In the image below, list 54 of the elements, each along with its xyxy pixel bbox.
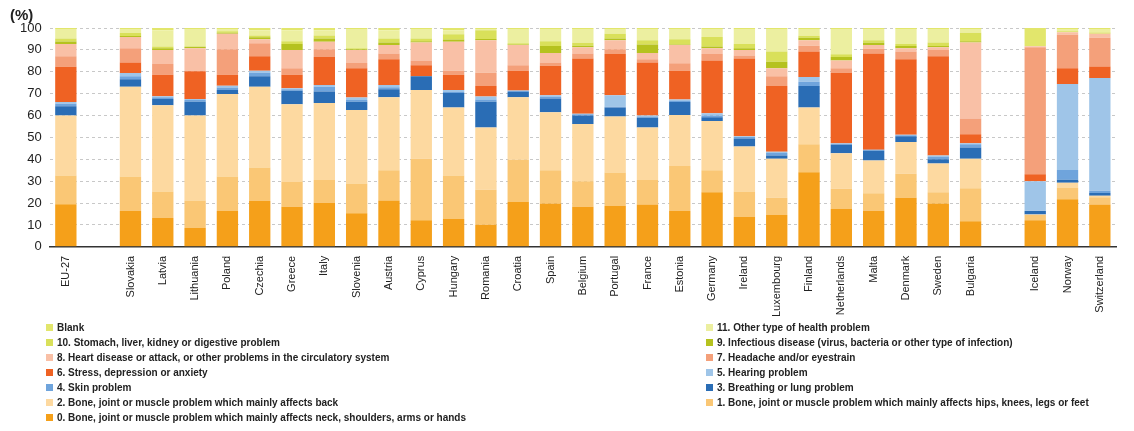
x-tick-label: Iceland bbox=[1028, 255, 1041, 292]
x-tick-label: Romania bbox=[478, 254, 491, 300]
x-tick-label: Norway bbox=[1060, 255, 1073, 294]
y-tick-label: 70 bbox=[27, 85, 42, 101]
legend-label: 4. Skin problem bbox=[57, 381, 132, 395]
legend-label: 10. Stomach, liver, kidney or digestive problem bbox=[57, 336, 280, 350]
x-tick-label: Czechia bbox=[252, 254, 265, 296]
x-tick-label: Switzerland bbox=[1092, 255, 1105, 313]
legend-label: 8. Heart disease or attack, or other problems in the circulatory system bbox=[57, 351, 390, 365]
x-tick-label: Greece bbox=[285, 255, 298, 292]
x-tick-label: Spain bbox=[543, 255, 556, 284]
x-tick-label: Netherlands bbox=[834, 255, 847, 316]
x-tick-label: Hungary bbox=[446, 255, 459, 298]
legend-label: 5. Hearing problem bbox=[717, 366, 808, 380]
y-tick-label: 60 bbox=[27, 107, 42, 123]
x-tick-label: Latvia bbox=[155, 254, 168, 286]
legend-label: 2. Bone, joint or muscle problem which mainly affects back bbox=[57, 396, 339, 410]
x-tick-label: Cyprus bbox=[414, 255, 427, 291]
x-tick-label: Ireland bbox=[737, 255, 750, 290]
legend-label: 7. Headache and/or eyestrain bbox=[717, 351, 856, 365]
x-tick-label: Denmark bbox=[899, 255, 911, 301]
x-tick-label: Poland bbox=[220, 255, 233, 291]
x-tick-label: Croatia bbox=[511, 254, 524, 292]
legend-label: 6. Stress, depression or anxiety bbox=[57, 366, 208, 380]
legend-label: Blank bbox=[57, 321, 85, 335]
y-tick-label: 50 bbox=[27, 129, 42, 144]
legend-label: 0. Bone, joint or muscle problem which mainly affects neck, shoulders, arms or hands bbox=[57, 411, 466, 425]
legend-label: 9. Infectious disease (virus, bacteria or other type of infection) bbox=[717, 336, 1013, 350]
x-tick-label: Slovenia bbox=[349, 254, 362, 299]
legend-label: 3. Breathing or lung problem bbox=[717, 381, 854, 395]
y-tick-label: 20 bbox=[27, 194, 42, 210]
y-tick-label: 80 bbox=[27, 63, 42, 79]
x-tick-label: Germany bbox=[705, 255, 718, 302]
x-tick-label: Finland bbox=[802, 255, 815, 292]
legend-label: 1. Bone, joint or muscle problem which mainly affects hips, knees, legs or feet bbox=[717, 396, 1089, 410]
x-tick-label: Italy bbox=[317, 255, 330, 277]
x-tick-label: Austria bbox=[382, 254, 394, 291]
x-tick-label: France bbox=[640, 255, 653, 291]
x-tick-label: Bulgaria bbox=[963, 254, 976, 297]
x-tick-label: Estonia bbox=[672, 254, 685, 293]
x-tick-label: Malta bbox=[866, 254, 879, 283]
x-tick-label: Portugal bbox=[608, 255, 621, 297]
y-tick-label: 0 bbox=[34, 238, 42, 254]
x-tick-label: EU-27 bbox=[58, 255, 71, 288]
x-tick-label: Sweden bbox=[931, 255, 944, 296]
x-tick-label: Lithuania bbox=[188, 254, 201, 301]
x-tick-label: Belgium bbox=[575, 255, 588, 296]
y-tick-label: 90 bbox=[27, 41, 42, 57]
x-tick-label: Slovakia bbox=[123, 254, 136, 298]
legend-label: 11. Other type of health problem bbox=[717, 321, 870, 335]
y-tick-label: 40 bbox=[27, 150, 42, 166]
x-tick-label: Luxembourg bbox=[769, 255, 782, 318]
y-tick-label: 30 bbox=[27, 172, 42, 188]
y-tick-label: 10 bbox=[27, 216, 42, 232]
